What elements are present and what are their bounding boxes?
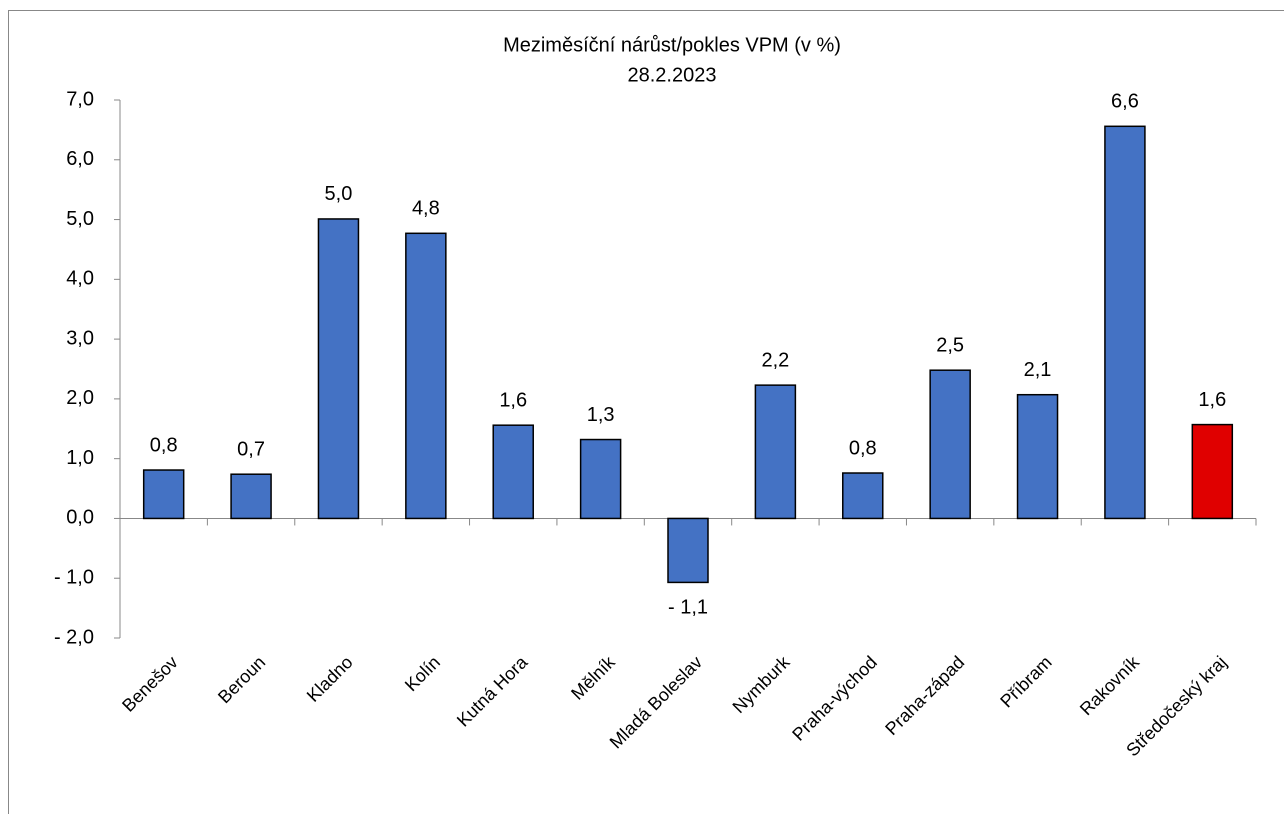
bar xyxy=(492,424,534,520)
chart-frame xyxy=(8,10,1284,814)
bar xyxy=(317,218,360,520)
x-tick-label: Praha-východ xyxy=(788,652,881,745)
value-label: 1,6 xyxy=(499,389,527,411)
bar xyxy=(142,469,185,520)
value-label: - 1,1 xyxy=(668,597,708,619)
value-label: 0,8 xyxy=(150,434,178,456)
y-tick-label: 6,0 xyxy=(66,148,94,170)
bar xyxy=(929,369,971,520)
bar xyxy=(405,232,447,520)
value-label: 4,8 xyxy=(412,198,440,220)
x-tick-label: Příbram xyxy=(996,652,1055,711)
chart-subtitle: 28.2.2023 xyxy=(628,64,717,86)
y-tick-label: 1,0 xyxy=(66,447,94,469)
bar xyxy=(230,473,272,520)
x-tick-label: Kolín xyxy=(401,652,444,695)
y-tick-label: - 1,0 xyxy=(54,567,94,589)
x-tick-label: Beroun xyxy=(214,652,269,707)
x-tick-label: Kutná Hora xyxy=(453,651,532,730)
y-tick-label: - 2,0 xyxy=(54,626,94,648)
value-label: 6,6 xyxy=(1111,91,1139,113)
x-tick-label: Praha-západ xyxy=(881,652,968,739)
value-label: 2,5 xyxy=(936,334,964,356)
value-label: 0,8 xyxy=(849,437,877,459)
x-tick-label: Rakovník xyxy=(1076,651,1144,719)
y-tick-label: 3,0 xyxy=(66,327,94,349)
bar xyxy=(842,472,884,520)
y-tick-label: 0,0 xyxy=(66,507,94,529)
value-label: 5,0 xyxy=(325,183,353,205)
x-tick-label: Nymburk xyxy=(729,651,795,717)
chart-title: Meziměsíční nárůst/pokles VPM (v %) xyxy=(503,34,841,56)
value-label: 2,1 xyxy=(1024,359,1052,381)
value-label: 2,2 xyxy=(761,349,789,371)
value-label: 1,3 xyxy=(587,404,615,426)
value-label: 0,7 xyxy=(237,438,265,460)
y-tick-label: 4,0 xyxy=(66,268,94,290)
y-tick-label: 5,0 xyxy=(66,208,94,230)
x-tick-label: Kladno xyxy=(303,652,357,706)
bar xyxy=(754,384,797,520)
bar xyxy=(667,517,709,584)
bar xyxy=(1191,423,1234,520)
y-tick-label: 2,0 xyxy=(66,387,94,409)
bar xyxy=(1104,125,1146,520)
bar xyxy=(1016,393,1059,520)
x-tick-label: Mladá Boleslav xyxy=(606,652,706,752)
x-tick-label: Benešov xyxy=(118,652,182,716)
y-tick-label: 7,0 xyxy=(66,88,94,110)
value-label: 1,6 xyxy=(1198,389,1226,411)
x-tick-label: Mělník xyxy=(567,651,619,703)
bar xyxy=(579,438,622,520)
